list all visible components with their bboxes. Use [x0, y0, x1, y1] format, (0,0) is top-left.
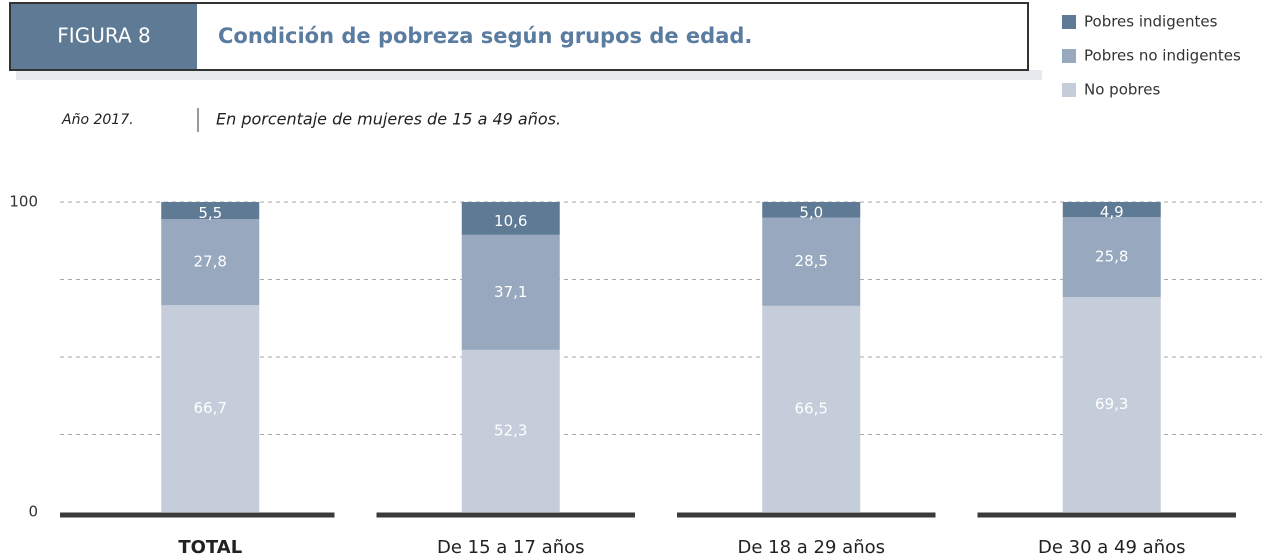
data-label: 5,0	[799, 203, 823, 221]
legend-label: No pobres	[1084, 81, 1160, 99]
bar-segment	[461, 349, 560, 512]
x-tick-label: TOTAL	[178, 537, 242, 558]
data-label: 25,8	[1095, 248, 1128, 266]
figure-label: FIGURA 8	[57, 24, 150, 48]
data-label: 66,7	[194, 399, 227, 417]
subtitle: Año 2017.	[61, 112, 134, 128]
unit-note: En porcentaje de mujeres de 15 a 49 años…	[216, 110, 561, 129]
chart-title: Condición de pobreza según grupos de eda…	[218, 24, 752, 48]
x-tick-label: De 30 a 49 años	[1038, 537, 1186, 558]
data-label: 28,5	[795, 252, 828, 270]
data-label: 69,3	[1095, 395, 1128, 413]
bar-segment	[762, 202, 861, 218]
bar-segment	[161, 202, 260, 220]
x-tick-label: De 18 a 29 años	[738, 537, 886, 558]
bar-segment	[161, 305, 260, 512]
data-label: 37,1	[494, 283, 527, 301]
bar-segment	[762, 305, 861, 512]
y-tick-label: 100	[9, 193, 38, 211]
data-label: 52,3	[494, 421, 527, 439]
legend-label: Pobres no indigentes	[1084, 47, 1241, 65]
legend-swatch	[1062, 49, 1076, 63]
legend-swatch	[1062, 15, 1076, 29]
data-label: 5,5	[198, 204, 222, 222]
bar-segment	[461, 234, 560, 350]
bar-segment	[762, 217, 861, 306]
legend-label: Pobres indigentes	[1084, 13, 1218, 31]
data-label: 27,8	[194, 253, 227, 271]
figure-label-box	[11, 4, 197, 69]
header-shadow	[16, 70, 1042, 80]
legend-swatch	[1062, 83, 1076, 97]
data-label: 10,6	[494, 212, 527, 230]
bar-segment	[461, 202, 560, 235]
x-tick-label: De 15 a 17 años	[437, 537, 585, 558]
bar-segment	[1062, 217, 1161, 298]
data-label: 66,5	[795, 399, 828, 417]
bar-segment	[1062, 297, 1161, 512]
y-tick-label: 0	[28, 503, 38, 521]
bar-segment	[1062, 202, 1161, 218]
bar-segment	[161, 219, 260, 306]
data-label: 4,9	[1100, 203, 1124, 221]
